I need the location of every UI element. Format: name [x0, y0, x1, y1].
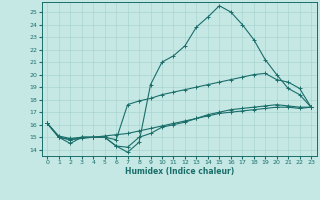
X-axis label: Humidex (Indice chaleur): Humidex (Indice chaleur)	[124, 167, 234, 176]
